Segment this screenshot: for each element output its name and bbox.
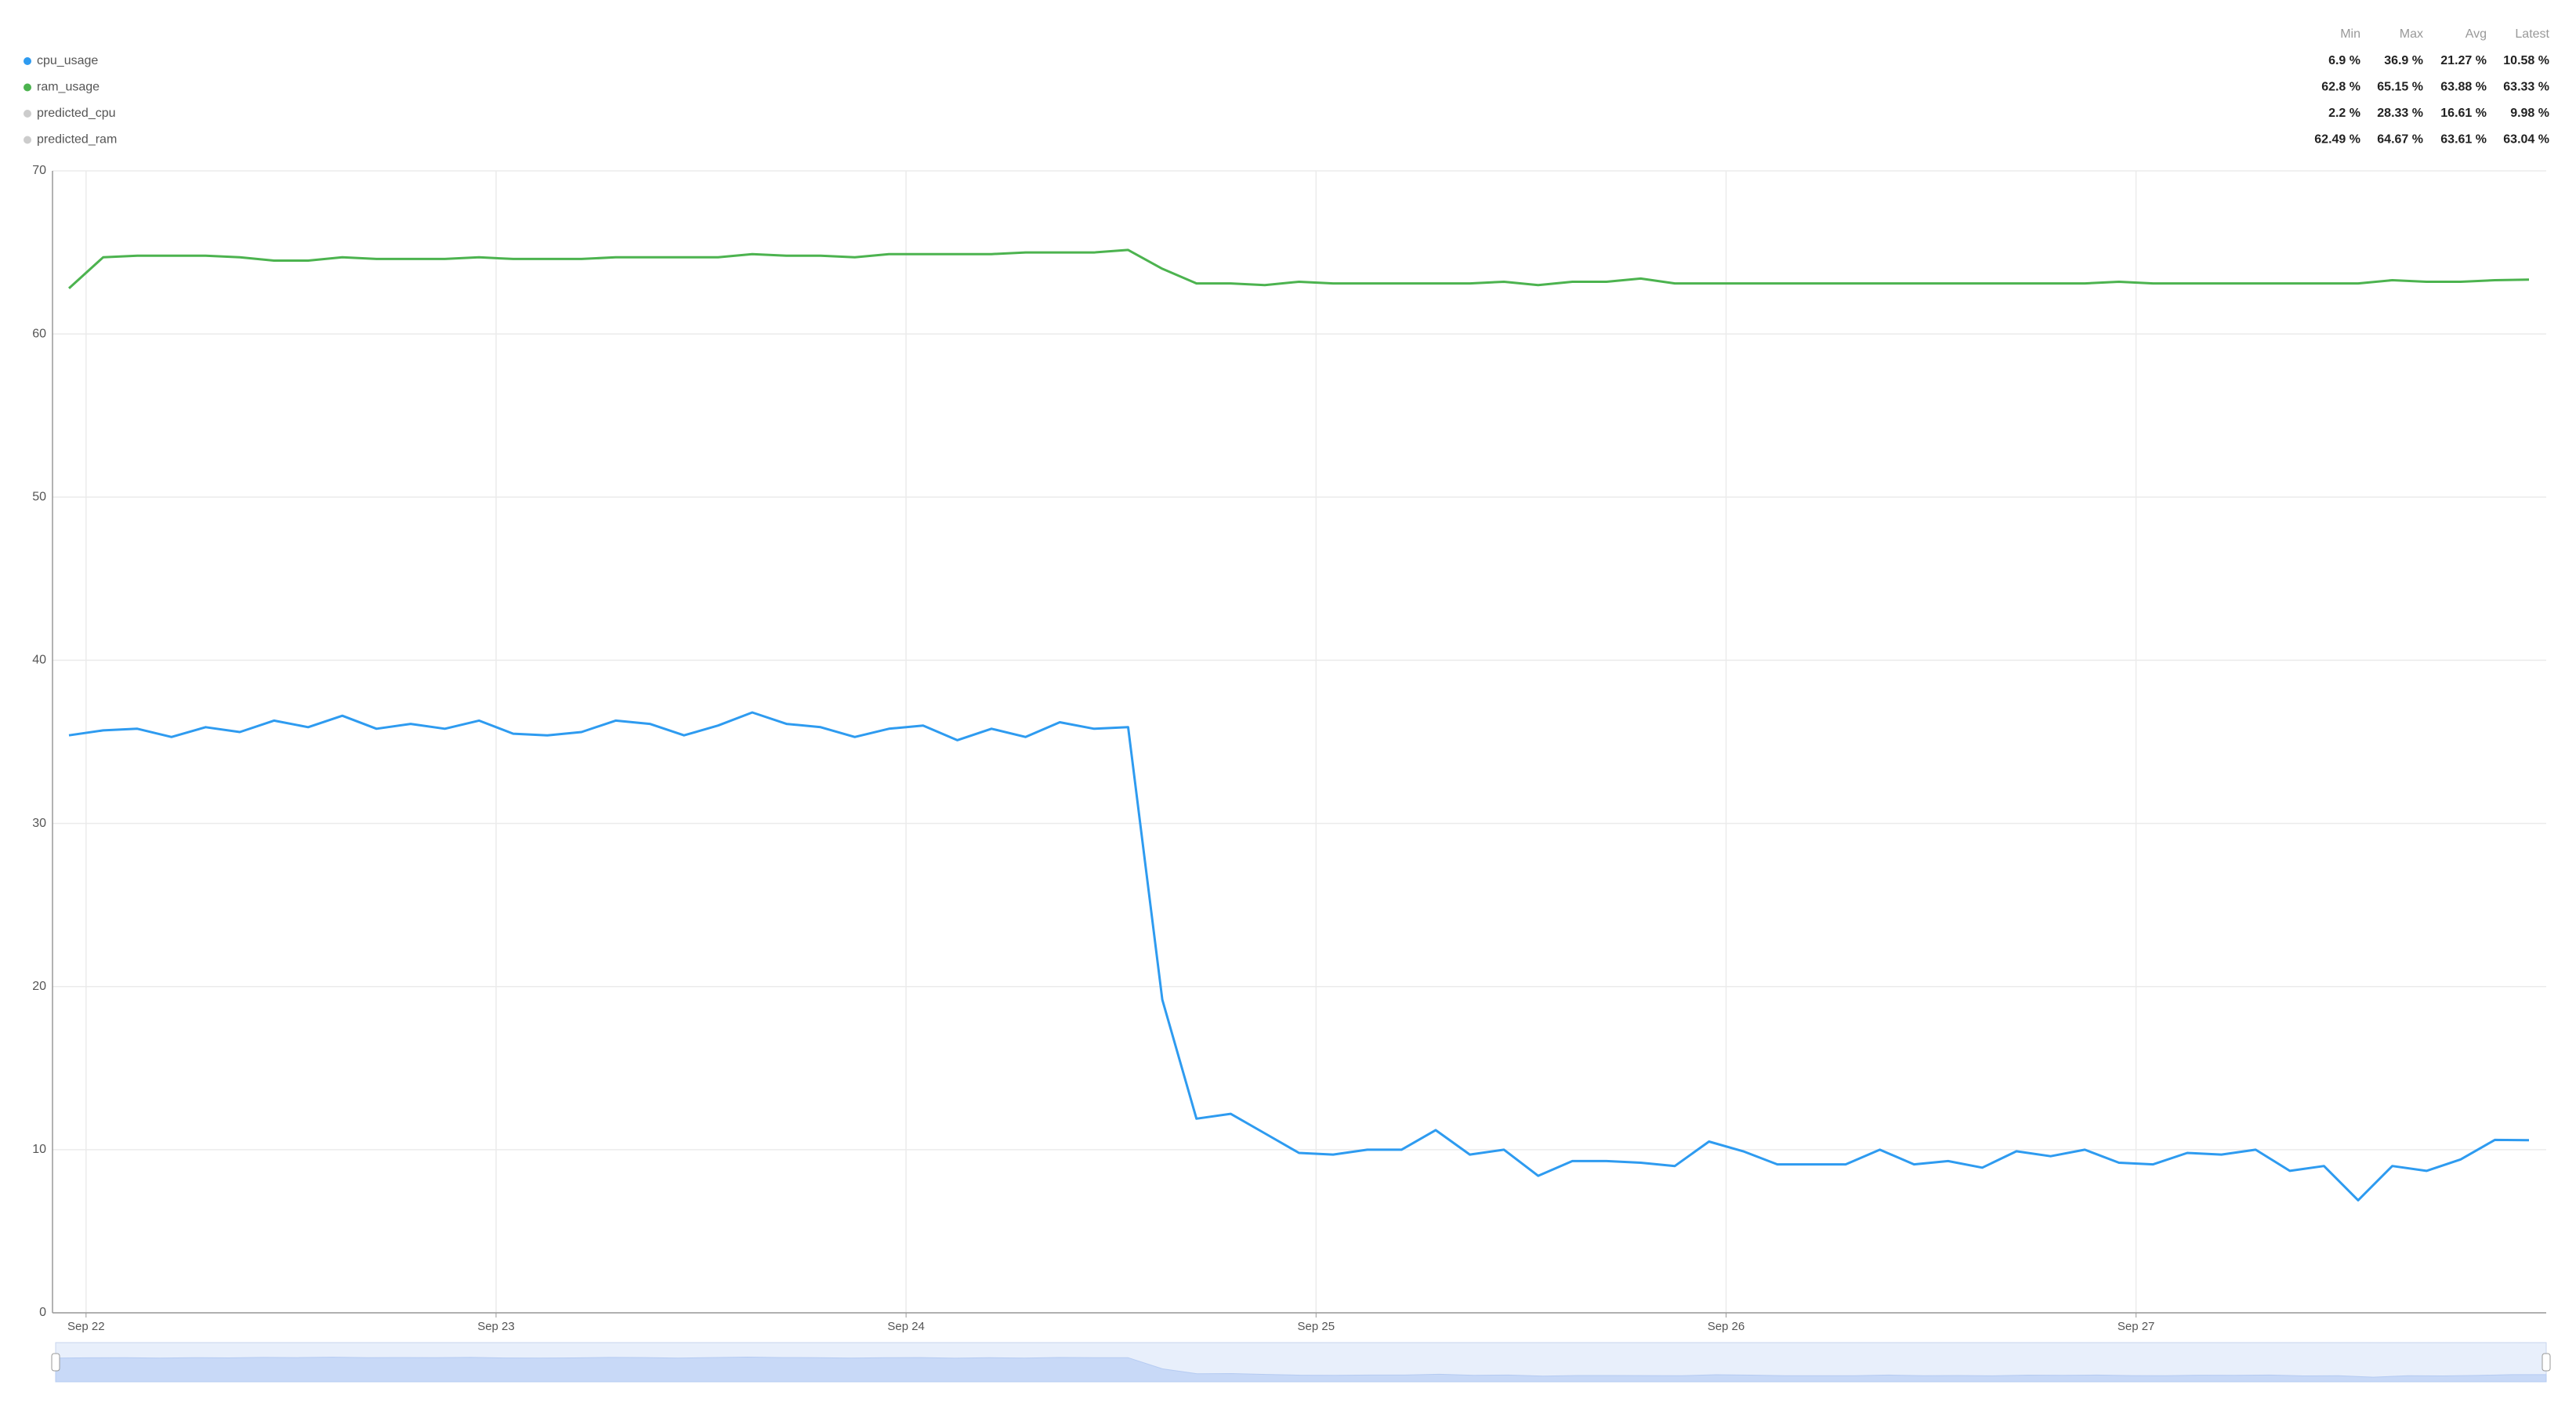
legend-label[interactable]: ram_usage bbox=[37, 81, 100, 94]
x-tick-label: Sep 25 bbox=[1298, 1320, 1335, 1333]
x-tick-label: Sep 23 bbox=[477, 1320, 515, 1333]
legend-label[interactable]: predicted_ram bbox=[37, 133, 117, 147]
legend-header: Min bbox=[2340, 27, 2360, 41]
y-tick-label: 0 bbox=[39, 1306, 46, 1319]
x-tick-label: Sep 24 bbox=[887, 1320, 925, 1333]
x-tick-label: Sep 27 bbox=[2118, 1320, 2155, 1333]
legend-stat: 21.27 % bbox=[2440, 54, 2487, 67]
navigator-handle-left[interactable] bbox=[51, 1353, 60, 1372]
series-line bbox=[67, 248, 2530, 290]
legend-stat: 9.98 % bbox=[2510, 107, 2549, 120]
legend-marker[interactable] bbox=[24, 83, 31, 92]
x-tick-label: Sep 22 bbox=[67, 1320, 105, 1333]
y-tick-label: 50 bbox=[32, 491, 46, 504]
legend-stat: 65.15 % bbox=[2377, 81, 2423, 94]
y-tick-label: 40 bbox=[32, 654, 46, 667]
y-tick-label: 30 bbox=[32, 817, 46, 830]
legend-stat: 10.58 % bbox=[2503, 54, 2549, 67]
legend-stat: 6.9 % bbox=[2328, 54, 2360, 67]
legend-stat: 63.61 % bbox=[2440, 133, 2487, 147]
legend-stat: 64.67 % bbox=[2377, 133, 2423, 147]
navigator-area bbox=[55, 1356, 2547, 1383]
x-tick-label: Sep 26 bbox=[1708, 1320, 1745, 1333]
legend-stat: 16.61 % bbox=[2440, 107, 2487, 120]
legend-marker[interactable] bbox=[24, 57, 31, 65]
y-tick-label: 10 bbox=[32, 1143, 46, 1156]
legend-stat: 36.9 % bbox=[2384, 54, 2423, 67]
series-line bbox=[68, 711, 2530, 1202]
y-tick-label: 70 bbox=[32, 164, 46, 177]
navigator-handle-right[interactable] bbox=[2542, 1353, 2551, 1372]
y-tick-label: 60 bbox=[32, 327, 46, 340]
legend-marker[interactable] bbox=[24, 110, 31, 118]
legend-stat: 63.88 % bbox=[2440, 81, 2487, 94]
legend-label[interactable]: cpu_usage bbox=[37, 54, 98, 67]
legend-header: Max bbox=[2400, 27, 2423, 41]
legend-stat: 62.49 % bbox=[2314, 133, 2360, 147]
legend-marker[interactable] bbox=[24, 136, 31, 144]
legend-stat: 62.8 % bbox=[2321, 81, 2360, 94]
legend-header: Latest bbox=[2515, 27, 2549, 41]
legend-stat: 63.04 % bbox=[2503, 133, 2549, 147]
legend-header: Avg bbox=[2465, 27, 2487, 41]
legend-stat: 2.2 % bbox=[2328, 107, 2360, 120]
legend-label[interactable]: predicted_cpu bbox=[37, 107, 116, 120]
y-tick-label: 20 bbox=[32, 980, 46, 993]
legend-stat: 63.33 % bbox=[2503, 81, 2549, 94]
legend-stat: 28.33 % bbox=[2377, 107, 2423, 120]
